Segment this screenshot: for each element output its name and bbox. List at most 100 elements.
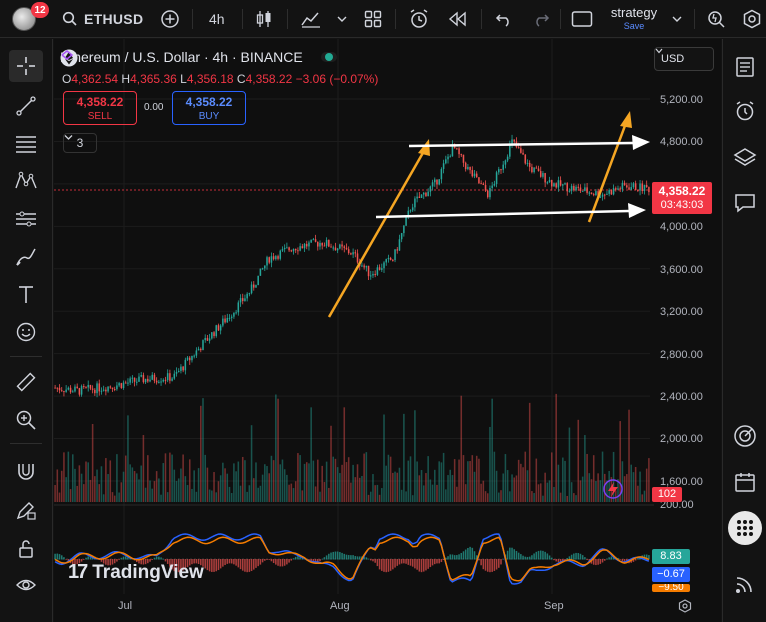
volume-bar [352, 464, 354, 502]
candle [392, 258, 394, 262]
volume-bar [252, 478, 255, 502]
indicators-button[interactable] [300, 0, 322, 38]
zoom-tool[interactable] [9, 404, 43, 436]
drawing-white-arrow-bottom[interactable] [375, 203, 646, 219]
crosshair-tool[interactable] [9, 50, 43, 82]
candle [438, 179, 440, 186]
candle [321, 242, 323, 250]
volume-bar [272, 460, 275, 502]
histogram-bar [447, 556, 449, 560]
histogram-bar [513, 549, 516, 560]
text-tool[interactable] [9, 279, 43, 311]
histogram-bar [451, 554, 454, 560]
object-tree-button[interactable] [729, 141, 761, 173]
candle [562, 183, 564, 191]
fib-icon [16, 136, 36, 153]
candle [615, 186, 617, 192]
candle [213, 330, 215, 339]
undo-button[interactable] [495, 0, 513, 38]
candle [637, 189, 639, 193]
emoji-tool[interactable] [9, 316, 43, 348]
brush-tool[interactable] [9, 241, 43, 273]
fib-tool[interactable] [9, 128, 43, 160]
chart-type-button[interactable] [255, 0, 273, 38]
replay-button[interactable] [448, 0, 468, 38]
trend-line-tool[interactable] [9, 90, 43, 122]
candle [270, 252, 273, 268]
strategy-dropdown[interactable] [672, 0, 682, 38]
volume-bar [431, 484, 434, 502]
watchlist-button[interactable] [729, 51, 761, 83]
drawing-yellow-arrow-2[interactable] [587, 111, 632, 223]
chart-pane[interactable]: Ethereum / U.S. Dollar · 4h · BINANCE O4… [54, 39, 721, 622]
calendar-button[interactable] [729, 466, 761, 498]
indicators-dropdown[interactable] [337, 0, 347, 38]
signals-button[interactable] [729, 568, 761, 600]
volume-bar [78, 465, 81, 502]
screener-button[interactable] [729, 420, 761, 452]
sell-button[interactable]: 4,358.22 SELL [63, 91, 137, 125]
interval-button[interactable]: 4h [209, 11, 225, 27]
products-button[interactable] [728, 511, 762, 545]
symbol-search[interactable]: ETHUSD [62, 0, 143, 38]
currency-select[interactable]: USD [654, 47, 714, 71]
volume-bar [246, 491, 248, 502]
lightning-icon[interactable] [603, 479, 623, 499]
volume-bar [480, 483, 482, 502]
histogram-bar [482, 559, 485, 570]
histogram-bar [500, 559, 502, 565]
fullscreen-button[interactable] [571, 0, 593, 38]
drawing-white-arrow-top[interactable] [408, 135, 650, 150]
candle [204, 334, 206, 343]
price-chart[interactable] [54, 39, 721, 622]
pattern-tool[interactable] [9, 165, 43, 197]
candle [372, 271, 374, 279]
drawing-yellow-arrow-1[interactable] [327, 139, 430, 318]
measure-tool[interactable] [9, 366, 43, 398]
lock-drawings-tool[interactable] [9, 533, 43, 565]
histogram-bar [648, 555, 650, 560]
stay-drawing-tool[interactable] [9, 494, 43, 526]
redo-button[interactable] [532, 0, 550, 38]
candle [387, 254, 390, 263]
candle [573, 183, 575, 192]
buy-button[interactable]: 4,358.22 BUY [172, 91, 246, 125]
osc-line-orange [54, 536, 650, 582]
volume-bar [564, 460, 566, 502]
alerts-button[interactable] [729, 95, 761, 127]
alert-button[interactable] [408, 0, 430, 38]
chevron-down-icon [672, 16, 682, 22]
candle [460, 153, 463, 158]
high-value: 4,365.36 [130, 72, 177, 86]
histogram-bar [54, 553, 56, 560]
candle [570, 183, 573, 195]
volume-bar [502, 473, 504, 502]
histogram-bar [160, 557, 162, 560]
volume-bar [619, 421, 621, 502]
settings-button[interactable] [742, 0, 762, 38]
hide-drawings-tool[interactable] [9, 569, 43, 601]
volume-bar [206, 467, 209, 502]
volume-bar [136, 473, 138, 502]
candle [200, 347, 202, 353]
candle [354, 249, 357, 258]
magnet-tool[interactable] [9, 455, 43, 487]
volume-bar [526, 470, 529, 502]
candle [493, 180, 496, 187]
projection-tool[interactable] [9, 203, 43, 235]
volume-bar [555, 393, 557, 502]
candle [74, 384, 76, 393]
histogram-bar [138, 559, 140, 564]
layouts-button[interactable] [364, 0, 382, 38]
volume-bar [645, 468, 648, 502]
sell-label: SELL [87, 111, 113, 122]
volume-bar [394, 471, 396, 502]
indicators-toggle[interactable]: 3 [63, 133, 97, 153]
volume-bar [144, 487, 147, 502]
strategy-button[interactable]: strategy Save [602, 5, 666, 31]
quick-search-button[interactable] [706, 0, 726, 38]
volume-bar [98, 484, 101, 502]
chat-button[interactable] [729, 187, 761, 219]
compare-button[interactable] [160, 0, 180, 38]
symbol-legend[interactable]: Ethereum / U.S. Dollar · 4h · BINANCE [60, 49, 337, 67]
